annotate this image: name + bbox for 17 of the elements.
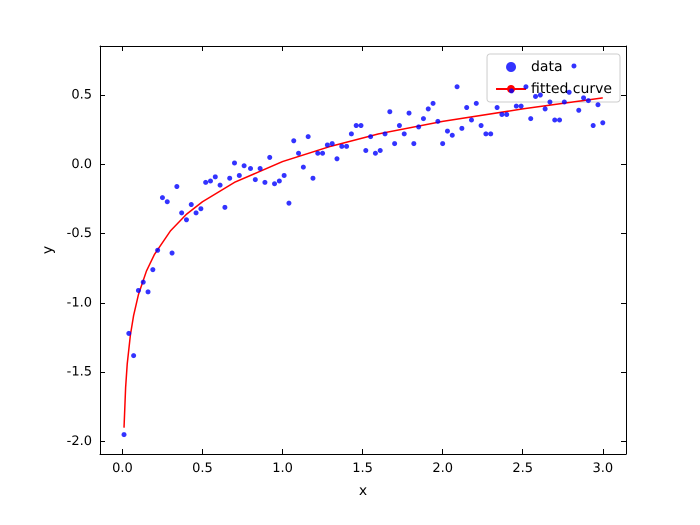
- y-tick-label: 0.5: [71, 88, 92, 103]
- y-axis-title: y: [40, 246, 56, 254]
- x-tick-label: 0.5: [192, 461, 213, 476]
- x-tick-label: 1.0: [272, 461, 293, 476]
- legend-label: data: [531, 59, 563, 75]
- y-tick-label: -2.0: [66, 434, 92, 450]
- y-tick-label: -1.0: [66, 295, 92, 310]
- x-tick-label: 3.0: [592, 461, 614, 476]
- legend-label: fitted curve: [531, 81, 612, 97]
- y-tick-label: -1.5: [66, 364, 92, 380]
- y-tick-label: 0.0: [71, 156, 92, 172]
- x-tick-label: 2.5: [512, 461, 534, 476]
- x-tick-label: 1.5: [352, 461, 373, 476]
- x-axis-title: x: [358, 483, 368, 499]
- x-tick-label: 0.0: [112, 461, 133, 476]
- y-tick-label: -0.5: [66, 226, 92, 242]
- x-tick-label: 2.0: [432, 461, 454, 476]
